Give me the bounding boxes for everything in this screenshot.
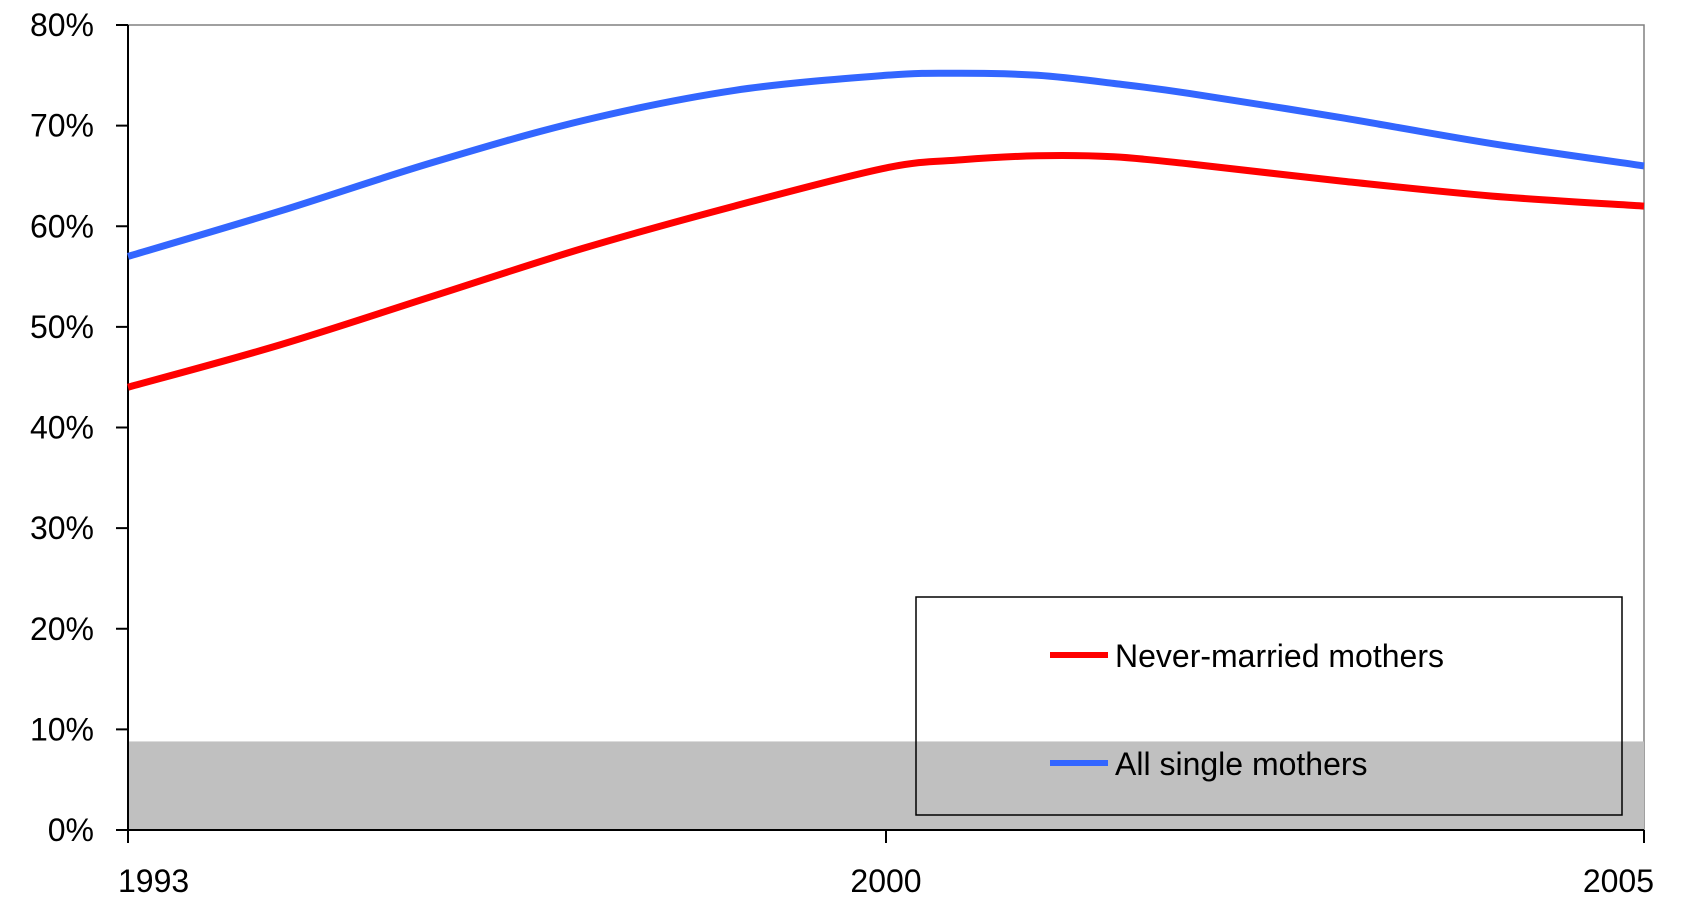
plot-frame bbox=[127, 24, 1645, 831]
y-tick-label: 40% bbox=[30, 410, 94, 446]
y-tick-label: 60% bbox=[30, 208, 94, 244]
y-tick-label: 0% bbox=[48, 812, 94, 848]
y-tick-label: 80% bbox=[30, 7, 94, 43]
y-tick-label: 50% bbox=[30, 309, 94, 345]
legend-label-never-married: Never-married mothers bbox=[1115, 638, 1444, 674]
x-tick-label: 2000 bbox=[850, 863, 921, 899]
series-layer bbox=[127, 69, 1645, 391]
shaded-band bbox=[128, 741, 1644, 830]
x-axis: 1993 2000 2005 bbox=[118, 829, 1654, 899]
legend-label-all-single: All single mothers bbox=[1115, 746, 1368, 782]
x-tick-label: 1993 bbox=[118, 863, 189, 899]
y-axis: 0% 10% 20% 30% 40% 50% 60% 70% 80% bbox=[30, 7, 129, 848]
y-tick-label: 70% bbox=[30, 108, 94, 144]
legend: Never-married mothers All single mothers bbox=[915, 596, 1623, 816]
y-tick-label: 20% bbox=[30, 611, 94, 647]
y-tick-label: 30% bbox=[30, 510, 94, 546]
x-tick-label: 2005 bbox=[1583, 863, 1654, 899]
series-line-never-married bbox=[127, 152, 1645, 391]
y-tick-label: 10% bbox=[30, 711, 94, 747]
series-line-all-single bbox=[127, 69, 1645, 260]
legend-box bbox=[915, 596, 1623, 816]
